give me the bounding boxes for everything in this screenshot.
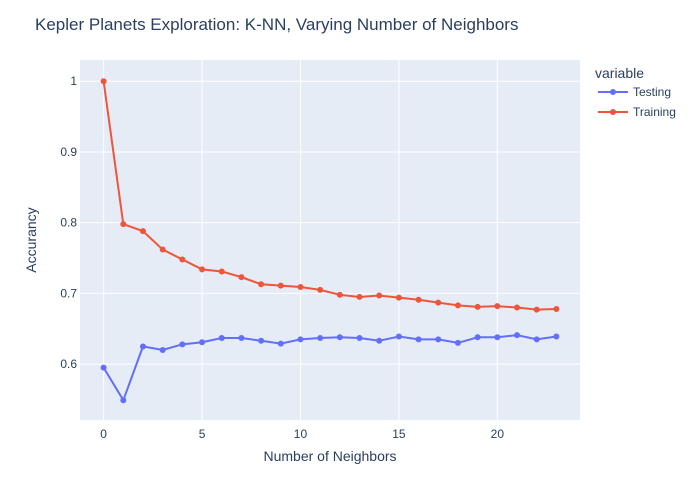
training-point <box>395 294 402 301</box>
y-tick-label: 1 <box>70 74 77 88</box>
testing-point <box>258 337 265 344</box>
training-point <box>120 221 127 228</box>
y-tick-label: 0.9 <box>60 145 77 159</box>
y-tick-label: 0.7 <box>60 286 77 300</box>
testing-line <box>102 334 557 403</box>
y-tick-label: 0.6 <box>60 357 77 371</box>
y-axis-title: Accurancy <box>23 207 39 272</box>
testing-point <box>297 336 304 343</box>
x-tick-label: 5 <box>199 427 206 441</box>
legend-swatch-marker <box>610 109 616 115</box>
testing-point <box>395 333 402 340</box>
y-tick-label: 0.8 <box>60 216 77 230</box>
training-point <box>494 303 501 310</box>
training-point <box>533 306 540 313</box>
training-point <box>514 304 521 311</box>
testing-point <box>199 339 206 346</box>
testing-point <box>435 336 442 343</box>
training-point <box>474 303 481 310</box>
training-point <box>356 293 363 300</box>
y-axis-ticks: 0.6 0.7 0.8 0.9 1 <box>60 74 77 371</box>
gridlines <box>80 60 580 420</box>
training-point <box>238 274 245 281</box>
training-line <box>102 81 557 311</box>
chart-title: Kepler Planets Exploration: K-NN, Varyin… <box>35 15 518 34</box>
testing-point <box>238 334 245 341</box>
training-point <box>435 299 442 306</box>
training-point <box>139 228 146 235</box>
training-point <box>218 268 225 275</box>
training-point <box>376 292 383 299</box>
testing-point <box>533 336 540 343</box>
testing-point <box>317 334 324 341</box>
legend-title: variable <box>595 65 644 81</box>
training-point <box>297 284 304 291</box>
testing-point <box>415 336 422 343</box>
training-point <box>336 291 343 298</box>
training-point <box>317 286 324 293</box>
testing-point <box>120 397 127 404</box>
training-point <box>179 256 186 263</box>
legend-item-training[interactable]: Training <box>598 105 676 119</box>
series-testing <box>100 332 560 404</box>
testing-point <box>336 334 343 341</box>
series-layer <box>100 78 560 404</box>
training-point <box>415 296 422 303</box>
training-point <box>277 282 284 289</box>
training-point <box>258 281 265 288</box>
legend: variable Testing Training <box>595 65 676 119</box>
x-tick-label: 0 <box>100 427 107 441</box>
legend-item-testing[interactable]: Testing <box>598 85 671 99</box>
series-training <box>100 78 560 313</box>
testing-point <box>139 343 146 350</box>
testing-point <box>179 341 186 348</box>
training-point <box>199 266 206 273</box>
testing-point <box>454 339 461 346</box>
testing-point <box>218 334 225 341</box>
testing-point <box>474 334 481 341</box>
testing-point <box>376 337 383 344</box>
plot-area <box>80 60 580 420</box>
x-tick-label: 10 <box>294 427 308 441</box>
training-point <box>100 78 107 85</box>
testing-point <box>494 334 501 341</box>
training-point <box>159 246 166 253</box>
testing-point <box>553 333 560 340</box>
testing-point <box>100 364 107 371</box>
x-axis-title: Number of Neighbors <box>263 448 396 464</box>
x-axis-ticks: 0 5 10 15 20 <box>100 427 504 441</box>
legend-label: Training <box>633 105 676 119</box>
legend-swatch-marker <box>610 89 616 95</box>
testing-point <box>356 334 363 341</box>
legend-label: Testing <box>633 85 671 99</box>
testing-point <box>514 332 521 339</box>
x-tick-label: 15 <box>392 427 406 441</box>
x-tick-label: 20 <box>491 427 505 441</box>
testing-point <box>277 340 284 347</box>
testing-point <box>159 346 166 353</box>
training-point <box>454 302 461 309</box>
training-point <box>553 305 560 312</box>
